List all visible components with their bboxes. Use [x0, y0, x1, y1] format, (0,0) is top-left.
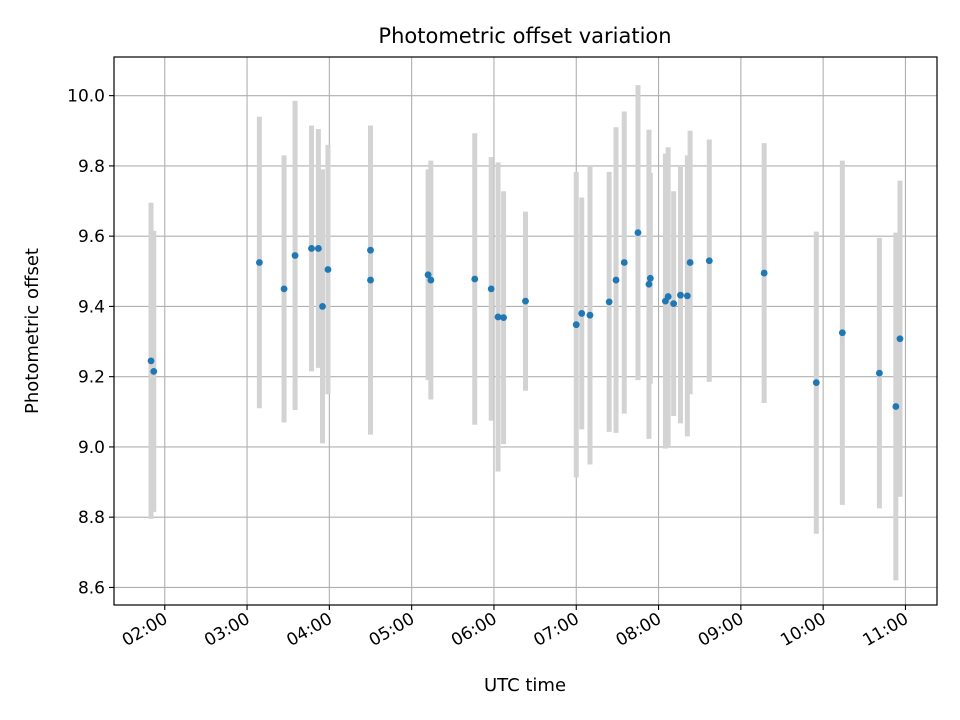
data-point: [646, 274, 654, 282]
x-tick-label: 03:00: [201, 609, 253, 651]
data-point: [494, 313, 502, 321]
data-point: [578, 310, 586, 317]
y-axis-label: Photometric offset: [22, 248, 43, 414]
data-point: [892, 403, 900, 410]
data-point: [367, 276, 374, 284]
y-axis-ticks: 8.6 8.8 9.0 9.2 9.4 9.6 9.8 10.0: [67, 87, 114, 598]
y-tick-label: 9.2: [78, 368, 105, 388]
data-point: [487, 285, 495, 293]
data-points: [147, 229, 904, 410]
y-tick-label: 9.8: [78, 157, 105, 177]
x-tick-label: 06:00: [448, 609, 500, 651]
data-point: [586, 311, 594, 319]
x-tick-label: 09:00: [695, 609, 747, 651]
x-axis-ticks: 02:00 03:00 04:00 05:00 06:00 07:00 08:00 09:00…: [119, 605, 912, 651]
x-tick-label: 07:00: [530, 609, 582, 651]
y-tick-label: 10.0: [67, 87, 105, 107]
data-point: [147, 357, 155, 365]
x-tick-label: 02:00: [119, 609, 171, 651]
data-point: [634, 229, 642, 237]
x-tick-label: 04:00: [283, 609, 335, 651]
data-point: [686, 259, 694, 266]
x-tick-label: 05:00: [366, 609, 418, 651]
y-tick-label: 9.0: [78, 438, 105, 458]
y-tick-label: 8.6: [78, 578, 105, 598]
data-point: [427, 276, 435, 284]
data-point: [645, 280, 653, 288]
data-point: [314, 245, 322, 252]
data-point: [291, 252, 299, 259]
plot-frame: [113, 56, 938, 606]
data-point: [838, 329, 846, 337]
data-point: [812, 379, 820, 387]
data-point: [670, 300, 678, 307]
data-point: [875, 369, 883, 377]
data-point: [255, 259, 263, 266]
data-point: [605, 298, 613, 306]
chart-title: Photometric offset variation: [378, 24, 671, 48]
data-point: [319, 303, 326, 310]
data-point: [367, 246, 374, 254]
data-point: [705, 257, 713, 265]
data-point: [677, 291, 684, 299]
data-point: [683, 292, 691, 300]
data-point: [896, 335, 904, 343]
data-point: [522, 297, 529, 305]
data-point: [500, 314, 507, 322]
data-point: [308, 245, 315, 252]
x-axis-label: UTC time: [484, 675, 566, 696]
data-point: [150, 367, 158, 375]
data-point: [760, 269, 768, 277]
data-point: [424, 271, 432, 279]
data-point: [324, 266, 332, 273]
x-tick-label: 10:00: [777, 609, 829, 651]
data-point: [280, 285, 288, 293]
data-point: [664, 293, 672, 300]
x-tick-label: 11:00: [860, 609, 912, 651]
y-tick-label: 9.4: [78, 297, 105, 317]
y-tick-label: 9.6: [78, 227, 105, 247]
data-point: [620, 259, 628, 266]
x-tick-label: 08:00: [613, 609, 665, 651]
data-point: [612, 276, 620, 284]
data-point: [572, 321, 580, 329]
data-point: [471, 275, 479, 283]
y-tick-label: 8.8: [78, 508, 105, 528]
